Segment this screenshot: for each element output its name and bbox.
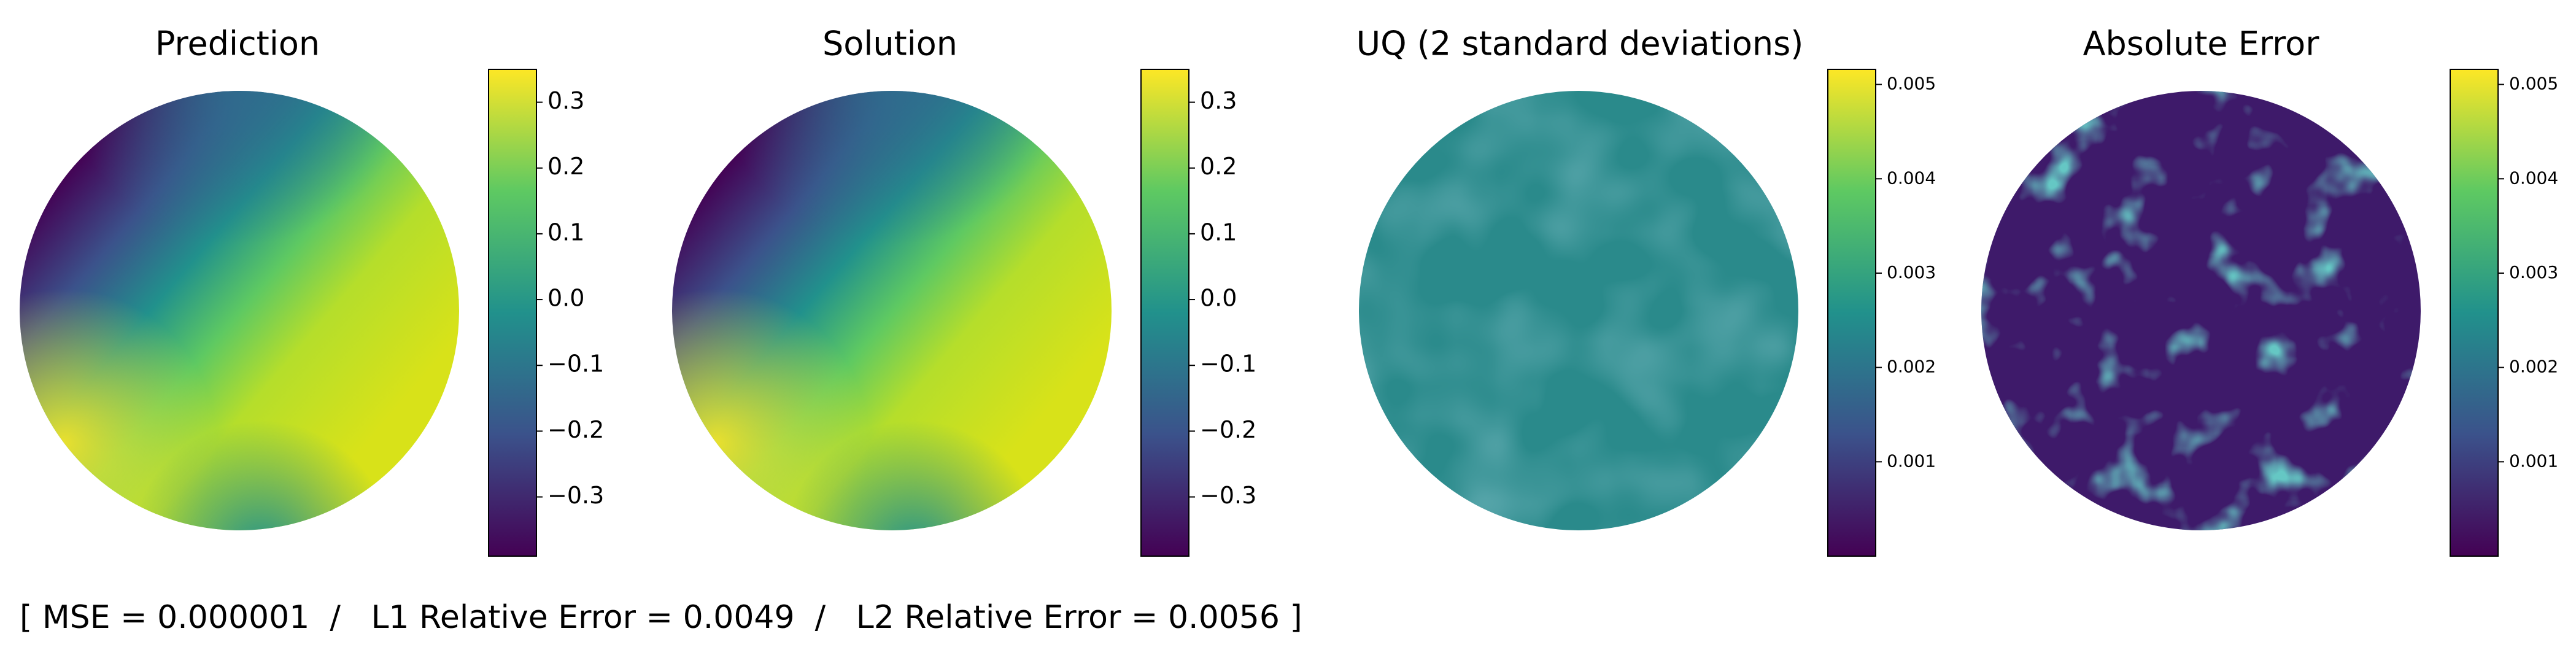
colorbar-tick-label: −0.2 — [547, 416, 604, 443]
colorbar-tick-label: −0.1 — [1200, 350, 1256, 378]
colorbar — [1827, 69, 1876, 557]
field-4 — [1981, 91, 2421, 530]
panel-title: Prediction — [155, 25, 320, 63]
field-3 — [1359, 91, 1798, 530]
field-2 — [672, 91, 1112, 530]
colorbar-tick-label: −0.3 — [547, 482, 604, 509]
panel-title: UQ (2 standard deviations) — [1356, 25, 1804, 63]
colorbar — [1140, 69, 1189, 557]
colorbar-tick-label: 0.3 — [547, 87, 584, 114]
colorbar — [488, 69, 537, 557]
colorbar-tick-label: 0.003 — [2509, 262, 2558, 282]
panel-title: Absolute Error — [2083, 25, 2320, 63]
colorbar-tick-label: 0.004 — [2509, 168, 2558, 188]
colorbar-tick-label: 0.004 — [1887, 168, 1936, 188]
colorbar-tick-label: 0.002 — [1887, 357, 1936, 377]
panel-title: Solution — [822, 25, 957, 63]
colorbar-tick-label: 0.001 — [1887, 451, 1936, 471]
colorbar-tick-label: 0.002 — [2509, 357, 2558, 377]
colorbar-tick-label: −0.1 — [547, 350, 604, 378]
colorbar-tick-label: 0.005 — [1887, 74, 1936, 94]
colorbar-tick-label: 0.3 — [1200, 87, 1237, 114]
colorbar-tick-label: 0.0 — [547, 285, 584, 312]
colorbar-tick-label: −0.3 — [1200, 482, 1256, 509]
colorbar-tick-label: −0.2 — [1200, 416, 1256, 443]
colorbar-tick-label: 0.003 — [1887, 262, 1936, 282]
field-1 — [20, 91, 459, 530]
colorbar-tick-label: 0.0 — [1200, 285, 1237, 312]
colorbar-tick-label: 0.2 — [547, 153, 584, 180]
colorbar-tick-label: 0.1 — [547, 219, 584, 246]
metrics-footer: [ MSE = 0.000001 / L1 Relative Error = 0… — [20, 599, 1302, 636]
colorbar-tick-label: 0.2 — [1200, 153, 1237, 180]
colorbar-tick-label: 0.001 — [2509, 451, 2558, 471]
colorbar-tick-label: 0.005 — [2509, 74, 2558, 94]
colorbar — [2450, 69, 2499, 557]
colorbar-tick-label: 0.1 — [1200, 219, 1237, 246]
